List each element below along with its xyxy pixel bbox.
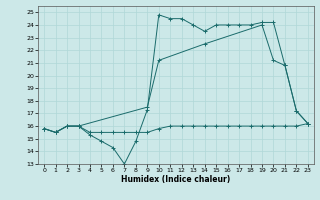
X-axis label: Humidex (Indice chaleur): Humidex (Indice chaleur) [121,175,231,184]
